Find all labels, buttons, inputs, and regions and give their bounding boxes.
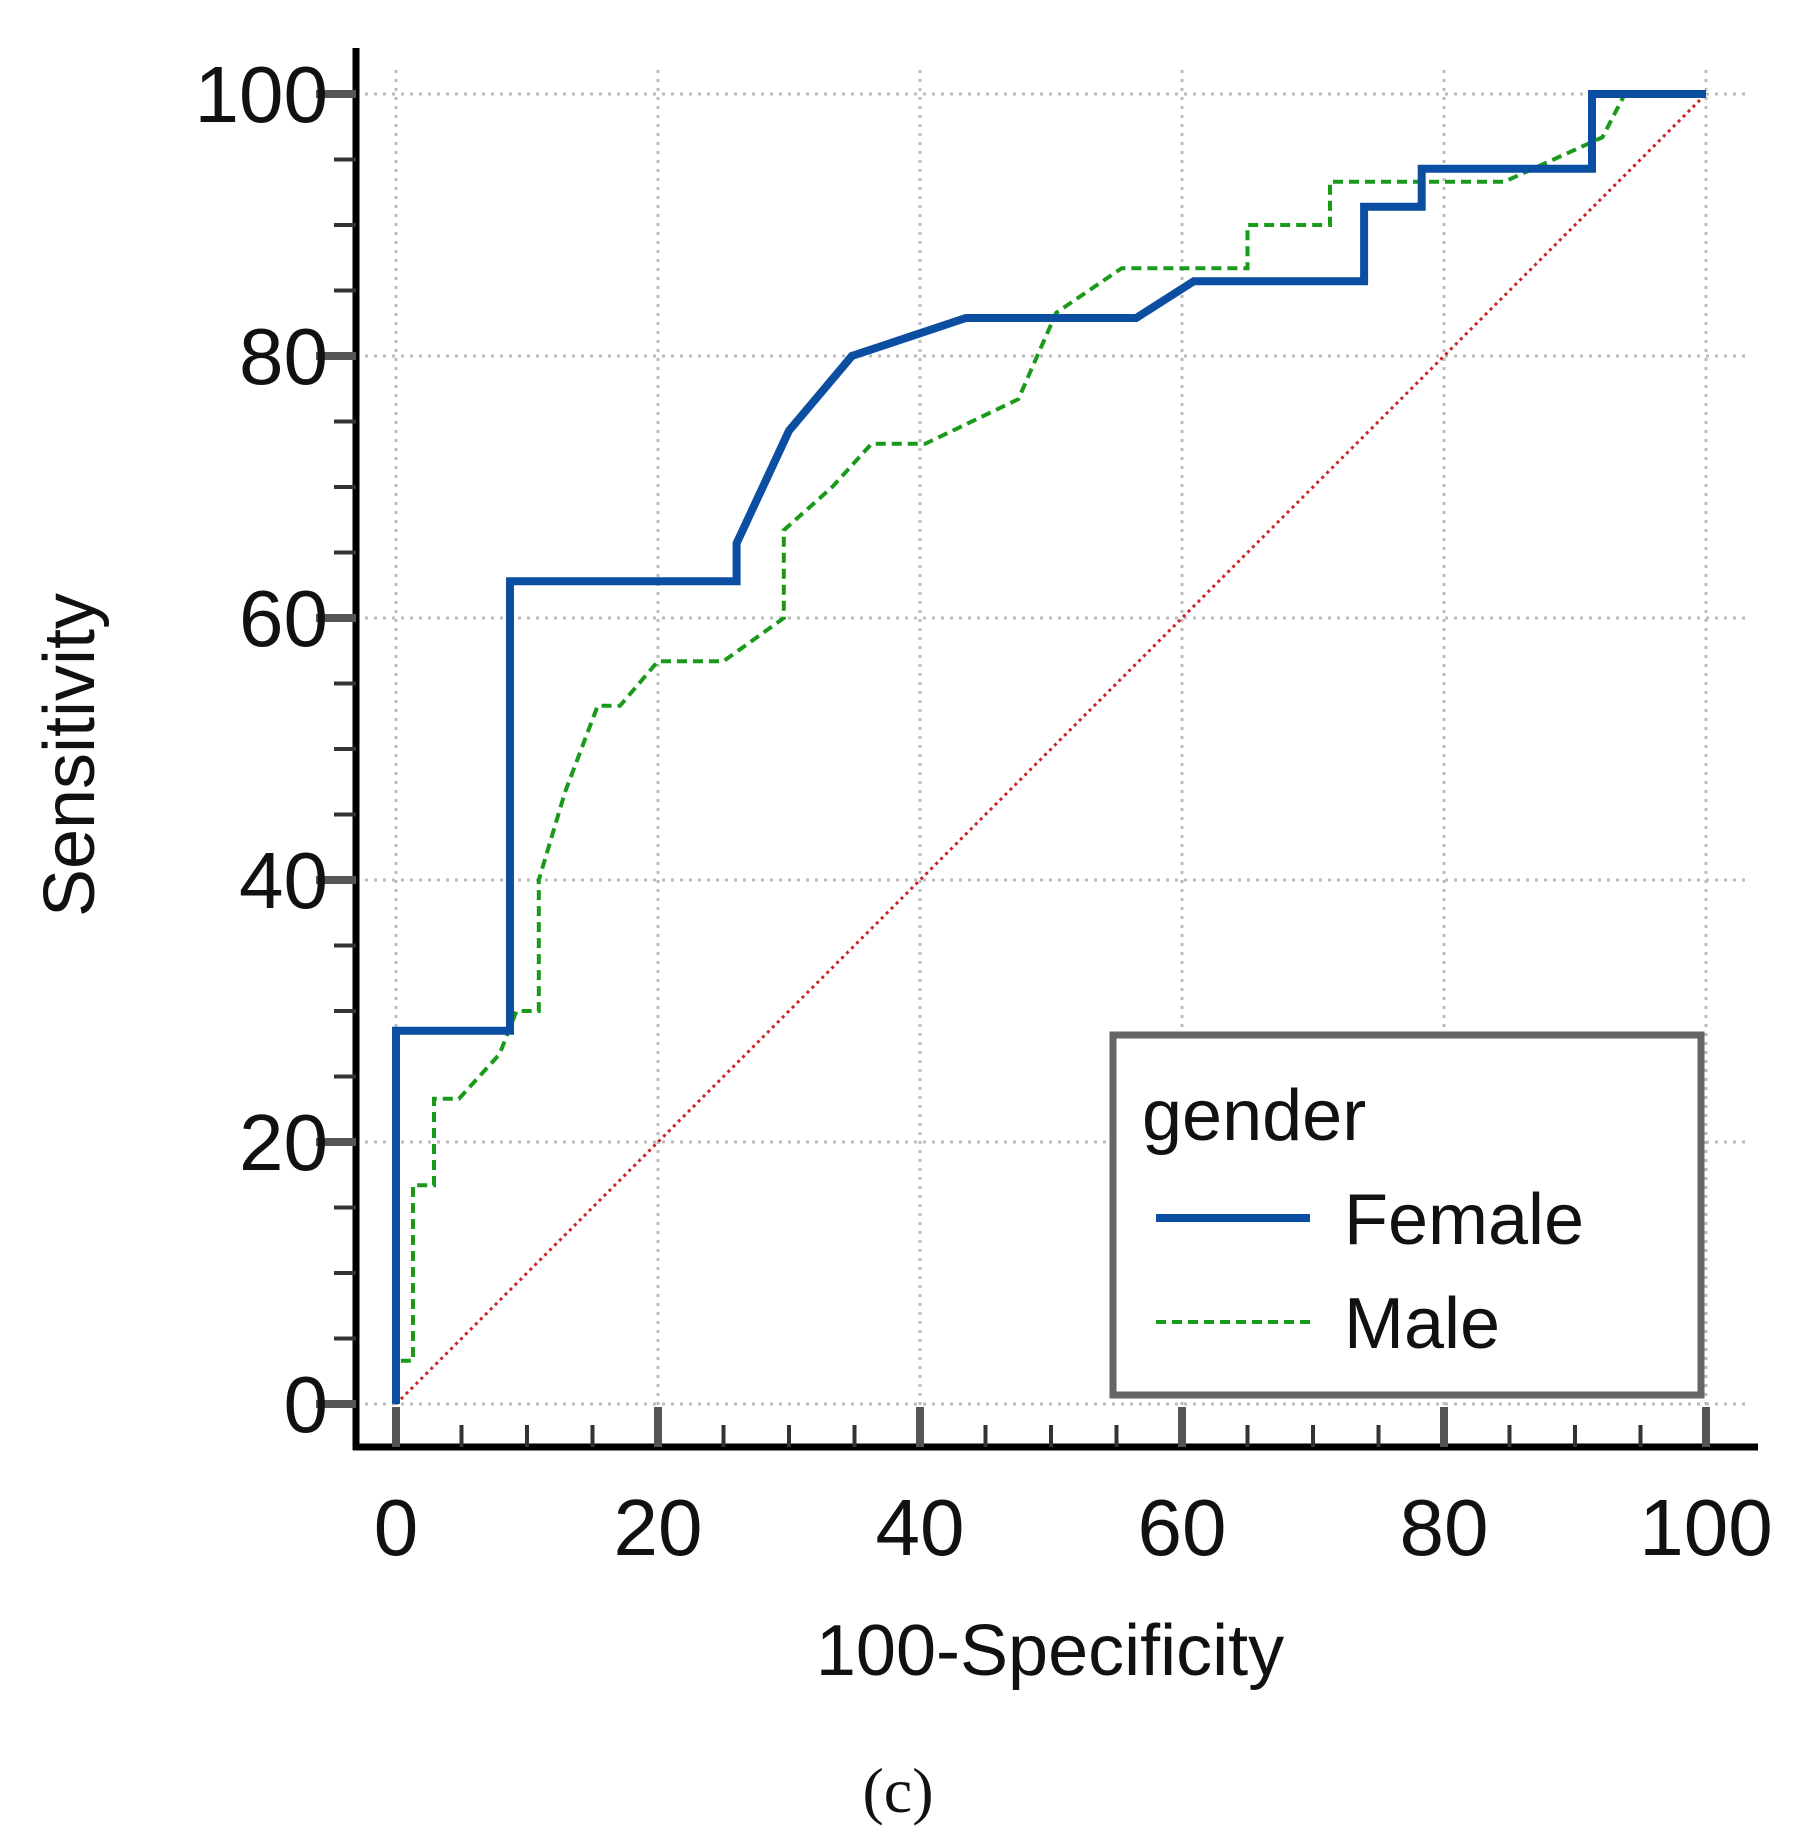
axis-ticks: [316, 90, 1710, 1447]
y-tick-label: 60: [239, 574, 328, 663]
series-line-male: [394, 92, 1706, 1404]
legend: gender Female Male: [1109, 1031, 1705, 1399]
y-axis-title: Sensitivity: [30, 593, 110, 917]
figure-caption: (c): [862, 1755, 933, 1826]
legend-label-male: Male: [1344, 1284, 1500, 1364]
y-tick-label: 40: [239, 836, 328, 925]
tick-labels: 0 20 40 60 80 100 0 20 40 60 80 100: [195, 50, 1773, 1572]
series-layer: [392, 90, 1708, 1406]
legend-title: gender: [1142, 1076, 1366, 1156]
x-tick-label: 20: [614, 1483, 703, 1572]
legend-label-female: Female: [1344, 1180, 1584, 1260]
y-tick-label: 20: [239, 1098, 328, 1187]
y-tick-label: 80: [239, 312, 328, 401]
y-tick-label: 100: [195, 50, 328, 139]
x-tick-label: 40: [876, 1483, 965, 1572]
y-tick-label: 0: [284, 1360, 329, 1449]
grid-lines: [356, 70, 1748, 1447]
reference-diagonal-line: [394, 92, 1708, 1406]
x-tick-label: 100: [1639, 1483, 1772, 1572]
x-tick-label: 0: [374, 1483, 419, 1572]
series-line-female: [392, 90, 1706, 1404]
x-axis-title: 100-Specificity: [816, 1611, 1284, 1691]
x-tick-label: 60: [1138, 1483, 1227, 1572]
x-tick-label: 80: [1400, 1483, 1489, 1572]
